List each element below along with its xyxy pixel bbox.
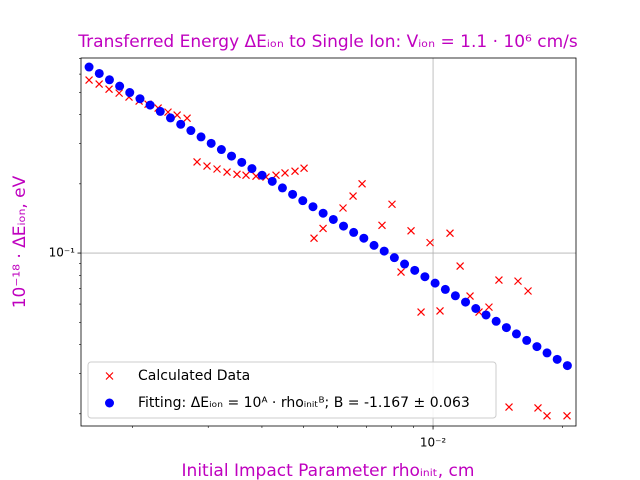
cross-marker xyxy=(233,170,241,179)
cross-marker xyxy=(485,303,493,312)
circle-marker xyxy=(165,113,175,123)
circle-marker xyxy=(298,196,308,206)
circle-marker xyxy=(522,335,532,345)
circle-marker xyxy=(511,329,521,339)
cross-marker xyxy=(358,179,366,188)
cross-marker xyxy=(524,287,532,295)
legend-label: Calculated Data xyxy=(138,368,250,384)
cross-marker xyxy=(397,268,405,276)
circle-marker xyxy=(227,151,237,161)
cross-marker xyxy=(563,411,571,420)
circle-marker xyxy=(410,265,420,275)
cross-marker xyxy=(183,114,192,123)
cross-marker xyxy=(319,224,327,233)
circle-marker xyxy=(267,176,277,186)
circle-marker xyxy=(206,138,216,148)
circle-marker xyxy=(481,310,491,320)
x-axis-label: Initial Impact Parameter rhoᵢₙᵢₜ, cm xyxy=(182,461,475,480)
circle-marker xyxy=(389,253,399,263)
circle-marker xyxy=(94,68,104,78)
circle-marker xyxy=(440,284,450,294)
circle-marker xyxy=(186,126,196,136)
circle-marker xyxy=(84,62,94,72)
cross-marker xyxy=(407,226,415,235)
circle-marker xyxy=(379,246,389,256)
circle-marker xyxy=(552,354,562,364)
y-axis-label: 10⁻¹⁸ · ΔEᵢₒₙ, eV xyxy=(10,175,30,308)
circle-marker xyxy=(369,240,379,250)
cross-marker xyxy=(223,168,231,176)
cross-marker xyxy=(446,229,454,238)
circle-marker xyxy=(420,272,430,282)
cross-marker xyxy=(339,204,347,212)
circle-marker xyxy=(104,75,114,85)
cross-marker xyxy=(456,262,465,270)
circle-marker xyxy=(359,233,369,243)
y-tick-label: 10⁻¹ xyxy=(49,246,76,260)
circle-marker xyxy=(501,323,511,333)
legend-marker xyxy=(105,372,114,380)
circle-marker xyxy=(562,361,572,371)
cross-marker xyxy=(95,80,104,89)
legend: Calculated Data Fitting: ΔEᵢₒₙ = 10ᴬ · rh… xyxy=(87,361,497,419)
cross-marker xyxy=(388,200,396,209)
circle-marker xyxy=(237,157,247,167)
cross-marker xyxy=(105,85,113,94)
circle-marker xyxy=(349,227,359,237)
circle-marker xyxy=(450,291,460,301)
circle-marker xyxy=(471,303,481,313)
cross-marker xyxy=(495,276,503,284)
legend-box xyxy=(87,361,497,419)
cross-marker xyxy=(203,162,211,170)
circle-marker xyxy=(176,119,186,129)
cross-marker xyxy=(543,411,551,420)
circle-marker xyxy=(318,208,328,218)
circle-marker xyxy=(400,259,410,269)
x-tick-label: 10⁻² xyxy=(420,436,447,450)
cross-marker xyxy=(85,76,93,85)
circle-marker xyxy=(430,278,440,288)
cross-marker xyxy=(426,238,434,247)
cross-marker xyxy=(505,403,513,411)
cross-marker xyxy=(242,171,250,180)
circle-marker xyxy=(277,183,287,193)
circle-marker xyxy=(288,189,298,199)
circle-marker xyxy=(257,170,267,180)
cross-marker xyxy=(281,169,289,177)
cross-marker xyxy=(378,221,386,230)
cross-marker xyxy=(349,192,357,200)
circle-marker xyxy=(461,297,471,307)
legend-label: Fitting: ΔEᵢₒₙ = 10ᴬ · rhoᵢₙᵢₜᴮ; B = -1.… xyxy=(138,395,470,411)
circle-marker xyxy=(308,202,318,212)
cross-marker xyxy=(300,164,308,173)
circle-marker xyxy=(145,100,155,110)
cross-marker xyxy=(291,167,299,176)
circle-marker xyxy=(532,342,542,352)
cross-marker xyxy=(417,308,425,316)
legend-marker xyxy=(105,398,114,408)
plot-frame xyxy=(80,57,577,427)
circle-marker xyxy=(115,81,125,91)
circle-marker xyxy=(125,88,135,98)
cross-marker xyxy=(213,165,221,173)
cross-marker xyxy=(310,234,318,243)
circle-marker xyxy=(155,106,165,116)
circle-marker xyxy=(542,348,552,358)
circle-marker xyxy=(247,164,257,174)
circle-marker xyxy=(491,316,501,326)
cross-marker xyxy=(534,404,542,412)
cross-marker xyxy=(193,158,201,166)
circle-marker xyxy=(339,221,349,231)
circle-marker xyxy=(196,132,206,142)
chart-title: Transferred Energy ΔEᵢₒₙ to Single Ion: … xyxy=(77,32,578,52)
cross-marker xyxy=(115,89,124,98)
cross-marker xyxy=(436,307,444,315)
circle-marker xyxy=(328,214,338,224)
circle-marker xyxy=(216,145,226,155)
circle-marker xyxy=(135,94,145,104)
cross-marker xyxy=(514,277,522,286)
